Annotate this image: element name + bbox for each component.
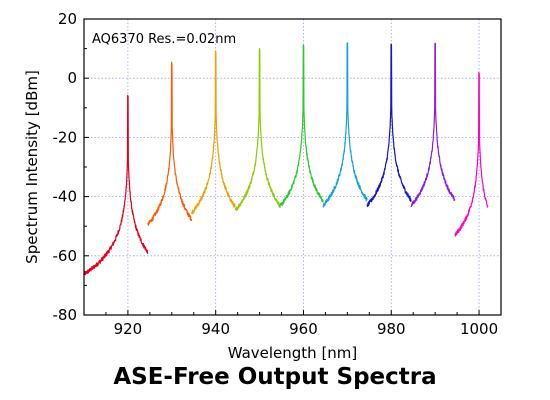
y-tick-label: -80: [53, 306, 78, 324]
x-axis-label: Wavelength [nm]: [228, 344, 358, 362]
spectrum-series-970: [322, 42, 368, 208]
y-tick-label: -20: [53, 128, 78, 146]
spectrum-series-940: [190, 50, 236, 215]
x-tick-label: 940: [201, 320, 230, 338]
spectrum-series-990: [410, 42, 456, 207]
spectrum-series-950: [234, 48, 280, 212]
x-tick-label: 920: [114, 320, 143, 338]
x-tick-label: 980: [377, 320, 406, 338]
spectrum-chart: 920 940 960 980 1000 20 0 -20 -40 -60 -80 AQ6370 R…: [23, 10, 502, 362]
x-tick-label: 960: [289, 320, 318, 338]
y-tick-label: -60: [53, 247, 78, 265]
plot-background: [84, 19, 501, 315]
spectrum-series-920: [83, 94, 149, 276]
annotation: AQ6370 Res.=0.02nm: [92, 32, 236, 47]
y-tick-label: -40: [53, 188, 78, 206]
x-tick-label: 1000: [460, 320, 498, 338]
spectrum-series-1000: [454, 71, 489, 237]
y-tick-label: 20: [58, 10, 77, 28]
y-axis-label: Spectrum Intensity [dBm]: [23, 70, 41, 264]
spectrum-series-930: [147, 61, 193, 226]
ticks: 920 940 960 980 1000 20 0 -20 -40 -60 -80: [53, 10, 502, 338]
spectrum-series-960: [278, 44, 324, 208]
spectrum-series-980: [366, 43, 412, 208]
y-tick-label: 0: [67, 69, 77, 87]
figure-caption: ASE-Free Output Spectra: [113, 364, 437, 390]
spectra: [83, 42, 489, 276]
